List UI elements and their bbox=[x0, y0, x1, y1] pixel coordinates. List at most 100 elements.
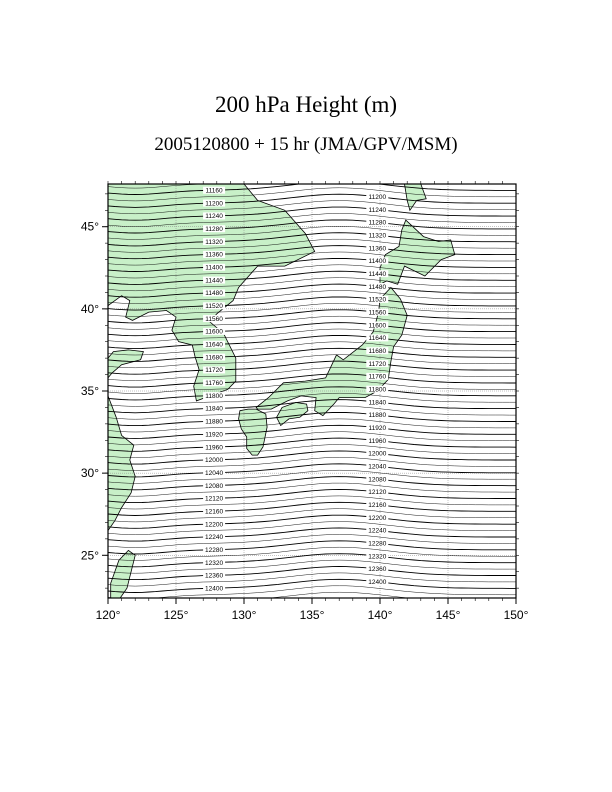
contour-label-11520: 11520 bbox=[368, 297, 386, 304]
contour-label-12320: 12320 bbox=[368, 553, 386, 560]
contour-label-bg bbox=[203, 546, 226, 554]
contour-label-12320: 12320 bbox=[205, 560, 223, 567]
lon-tick-label: 135° bbox=[300, 608, 325, 622]
contour-label-11280: 11280 bbox=[368, 220, 386, 227]
contour-label-11440: 11440 bbox=[368, 271, 386, 278]
contour-label-bg bbox=[203, 263, 226, 271]
contour-layer bbox=[108, 169, 516, 598]
contour-label-bg bbox=[366, 205, 389, 213]
contour-label-11920: 11920 bbox=[205, 431, 223, 438]
contour-label-11880: 11880 bbox=[205, 419, 223, 426]
contour-label-12240: 12240 bbox=[205, 534, 223, 541]
contour-12120 bbox=[108, 489, 516, 504]
contour-11120 bbox=[108, 169, 516, 182]
contour-label-11760: 11760 bbox=[368, 374, 386, 381]
map-title: 200 hPa Height (m) bbox=[214, 92, 398, 117]
contour-12100 bbox=[108, 482, 516, 497]
contour-11760 bbox=[108, 373, 516, 388]
contour-label-bg bbox=[203, 379, 226, 387]
contour-11500 bbox=[108, 290, 516, 304]
contour-11800 bbox=[108, 386, 516, 401]
contour-label-bg bbox=[203, 584, 226, 592]
contour-label-12160: 12160 bbox=[205, 508, 223, 515]
contour-11860 bbox=[108, 405, 516, 420]
contour-label-bg bbox=[366, 334, 389, 342]
contour-label-bg bbox=[366, 526, 389, 534]
contour-12380 bbox=[108, 572, 516, 587]
contour-12020 bbox=[108, 457, 516, 471]
contour-label-11440: 11440 bbox=[205, 277, 223, 284]
contour-label-12160: 12160 bbox=[368, 502, 386, 509]
contour-label-bg bbox=[203, 353, 226, 361]
contour-11220 bbox=[108, 200, 516, 215]
lon-tick-label: 120° bbox=[96, 608, 121, 622]
contour-label-bg bbox=[203, 250, 226, 258]
contour-label-11840: 11840 bbox=[205, 406, 223, 413]
contour-label-bg bbox=[203, 443, 226, 451]
contour-label-bg bbox=[366, 295, 389, 303]
contour-label-11560: 11560 bbox=[368, 309, 386, 316]
contour-label-11680: 11680 bbox=[205, 354, 223, 361]
contour-label-bg bbox=[366, 193, 389, 201]
contour-label-bg bbox=[203, 199, 226, 207]
contour-11780 bbox=[108, 380, 516, 394]
contour-label-bg bbox=[366, 565, 389, 573]
contour-label-bg bbox=[203, 366, 226, 374]
contour-label-bg bbox=[366, 270, 389, 278]
contour-label-bg bbox=[366, 385, 389, 393]
contour-11920 bbox=[108, 424, 516, 439]
contour-11820 bbox=[108, 392, 516, 407]
contour-label-12120: 12120 bbox=[368, 489, 386, 496]
lon-tick-label: 140° bbox=[368, 608, 393, 622]
contour-label-bg bbox=[366, 539, 389, 547]
contour-label-bg bbox=[203, 315, 226, 323]
contour-label-bg bbox=[366, 578, 389, 586]
contour-11640 bbox=[108, 334, 516, 350]
contour-label-bg bbox=[203, 276, 226, 284]
contour-11260 bbox=[108, 213, 516, 227]
contour-label-bg bbox=[366, 501, 389, 509]
contour-label-11840: 11840 bbox=[368, 399, 386, 406]
contour-label-12000: 12000 bbox=[205, 457, 223, 464]
contour-label-11800: 11800 bbox=[205, 393, 223, 400]
contour-label-bg bbox=[366, 449, 389, 457]
contour-label-bg bbox=[203, 571, 226, 579]
contour-label-bg bbox=[203, 186, 226, 194]
contour-11520 bbox=[108, 296, 516, 311]
contour-label-12000: 12000 bbox=[368, 451, 386, 458]
contour-label-11960: 11960 bbox=[368, 438, 386, 445]
contour-label-11360: 11360 bbox=[368, 245, 386, 252]
contour-label-12040: 12040 bbox=[368, 464, 386, 471]
contour-11340 bbox=[108, 238, 516, 253]
contour-11280 bbox=[108, 219, 516, 234]
contour-label-bg bbox=[203, 533, 226, 541]
contour-label-bg bbox=[366, 244, 389, 252]
contour-label-bg bbox=[366, 321, 389, 329]
contour-12060 bbox=[108, 469, 516, 484]
contour-label-11680: 11680 bbox=[368, 348, 386, 355]
contour-11900 bbox=[108, 418, 516, 433]
contour-label-bg bbox=[203, 494, 226, 502]
contour-11700 bbox=[108, 354, 516, 369]
contour-12420 bbox=[108, 585, 516, 598]
contour-11620 bbox=[108, 328, 516, 343]
contour-12360 bbox=[108, 566, 516, 581]
contour-12040 bbox=[108, 463, 516, 478]
contour-label-11160: 11160 bbox=[206, 188, 223, 195]
contour-label-11800: 11800 bbox=[368, 387, 386, 394]
contour-label-11880: 11880 bbox=[368, 412, 386, 419]
lat-tick-label: 45° bbox=[81, 220, 99, 234]
contour-label-12200: 12200 bbox=[368, 515, 386, 522]
contour-12180 bbox=[108, 508, 516, 523]
contour-12340 bbox=[108, 559, 516, 574]
lat-tick-label: 40° bbox=[81, 302, 99, 316]
contour-label-11600: 11600 bbox=[205, 329, 223, 336]
contour-12080 bbox=[108, 476, 516, 491]
contour-11160 bbox=[108, 184, 516, 195]
contour-label-11920: 11920 bbox=[368, 425, 386, 432]
contour-12280 bbox=[108, 540, 516, 555]
contour-12300 bbox=[108, 546, 516, 561]
contour-label-11520: 11520 bbox=[205, 303, 223, 310]
contour-label-11320: 11320 bbox=[205, 239, 223, 246]
contour-11580 bbox=[108, 315, 516, 330]
